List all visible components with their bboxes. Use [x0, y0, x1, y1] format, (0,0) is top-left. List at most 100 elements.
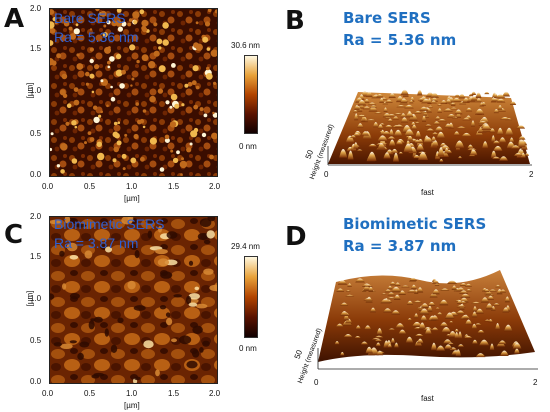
surface-peak: [459, 283, 468, 286]
surface-peak: [455, 349, 461, 356]
surface-peak: [459, 290, 469, 294]
surface-peak: [414, 289, 419, 294]
afm-topography-map-bare: [49, 8, 218, 177]
surface-peak: [440, 145, 451, 150]
grain: [75, 23, 79, 27]
surface-peak: [388, 139, 396, 146]
panel-letter-c: C: [4, 220, 24, 250]
grain: [50, 293, 55, 300]
surface-peak: [367, 151, 377, 161]
surface-peak: [491, 135, 496, 142]
surface-peak: [447, 342, 454, 345]
surface-peak: [371, 338, 381, 340]
surface-peak: [493, 303, 500, 306]
surface-peak: [363, 298, 373, 301]
surface-peak: [394, 342, 399, 348]
surface-peak: [335, 323, 344, 327]
grain: [174, 103, 180, 109]
surface-peak: [427, 105, 434, 108]
grain: [102, 32, 108, 38]
grain: [132, 11, 140, 19]
surface-peak: [398, 151, 403, 154]
grain: [157, 258, 169, 267]
x-tick: 0.5: [84, 389, 96, 398]
grain: [159, 305, 167, 310]
grain: [74, 125, 78, 129]
surface-peak: [363, 285, 371, 291]
x-tick: 2.0: [209, 182, 221, 191]
surface-peak: [339, 148, 348, 158]
grain: [115, 20, 123, 27]
surface-peak: [366, 119, 376, 121]
grain: [91, 374, 100, 379]
surface-peak: [444, 344, 453, 349]
surface-peak: [504, 324, 513, 332]
y-tick: 0.5: [30, 129, 42, 138]
surface-peak: [423, 137, 433, 143]
surface-peak: [447, 280, 457, 284]
surface-peak: [417, 89, 423, 96]
surface-peak: [365, 91, 373, 98]
surface-peak: [484, 91, 490, 95]
surface-peak: [387, 285, 393, 290]
x-tick: 0.0: [42, 182, 54, 191]
surface-peak: [440, 288, 450, 291]
surface-peak: [357, 99, 367, 106]
grain: [84, 141, 87, 145]
grain: [63, 20, 70, 27]
grain: [207, 217, 216, 222]
grain: [110, 96, 116, 102]
surface-peak: [447, 114, 456, 118]
surface-peak: [495, 94, 506, 99]
grain: [59, 89, 66, 96]
grain: [194, 286, 200, 291]
surface-peak: [387, 136, 396, 140]
surface-peak: [475, 353, 486, 358]
surface-peak: [337, 280, 348, 285]
surface-peak: [356, 114, 367, 117]
grain: [206, 66, 210, 71]
grain: [91, 90, 95, 94]
grain: [188, 260, 194, 266]
surface-peak: [416, 287, 424, 293]
surface-peak: [340, 302, 349, 306]
surface-peak: [440, 100, 447, 104]
grain: [171, 338, 177, 343]
grain: [156, 38, 163, 45]
grain: [153, 22, 158, 27]
grain: [186, 147, 192, 153]
grain: [153, 50, 160, 57]
grain: [187, 82, 193, 87]
surface-peak: [419, 106, 429, 111]
grain: [158, 226, 162, 233]
surface-peak: [465, 319, 473, 325]
grain: [212, 111, 215, 115]
surface-peak: [471, 301, 481, 304]
grain: [149, 137, 157, 145]
panel-a-title: Bare SERS: [54, 10, 126, 26]
grain: [209, 284, 217, 292]
grain: [112, 131, 119, 138]
grain: [106, 104, 109, 108]
grain: [109, 56, 115, 62]
grain: [195, 21, 199, 25]
grain: [203, 239, 211, 245]
surface-peak: [389, 281, 396, 286]
surface-peak: [481, 124, 492, 130]
grain: [59, 250, 65, 257]
x-tick: 2.0: [209, 389, 221, 398]
surface-peak: [516, 125, 526, 129]
grain: [201, 132, 207, 138]
grain: [50, 132, 54, 136]
surface-peak: [414, 139, 421, 143]
grain: [100, 110, 103, 114]
grain: [116, 140, 122, 146]
surface-peak: [460, 293, 471, 298]
grain: [192, 65, 199, 72]
surface-peak: [498, 137, 507, 143]
surface-peak: [407, 135, 414, 141]
surface-peak: [361, 131, 369, 136]
surface-peak: [384, 289, 392, 293]
surface-peak: [414, 313, 419, 319]
surface-peak: [472, 306, 478, 312]
